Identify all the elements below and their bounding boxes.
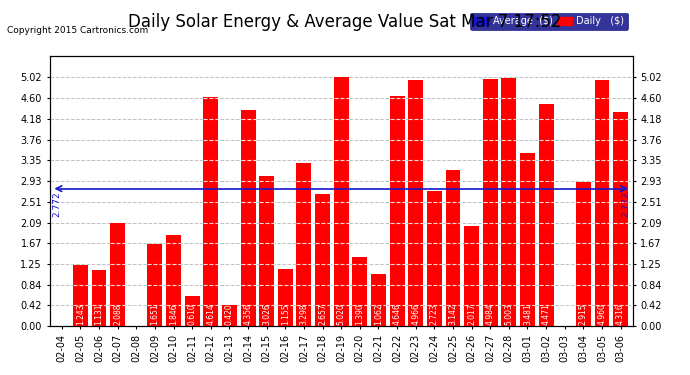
Text: 4.614: 4.614 xyxy=(206,303,215,325)
Text: 0.610: 0.610 xyxy=(188,303,197,325)
Text: 2.088: 2.088 xyxy=(113,304,122,325)
Text: 0.420: 0.420 xyxy=(225,303,234,325)
Bar xyxy=(371,273,386,326)
Text: 2.772: 2.772 xyxy=(621,191,630,217)
Text: 1.846: 1.846 xyxy=(169,304,178,325)
Bar xyxy=(259,176,274,326)
Text: 3.298: 3.298 xyxy=(299,304,308,325)
Bar xyxy=(390,96,404,326)
Bar xyxy=(110,223,125,326)
Text: 4.960: 4.960 xyxy=(598,303,607,325)
Text: Copyright 2015 Cartronics.com: Copyright 2015 Cartronics.com xyxy=(7,26,148,35)
Bar xyxy=(539,104,553,326)
Bar xyxy=(353,257,367,326)
Bar xyxy=(502,78,516,326)
Bar xyxy=(148,244,162,326)
Bar xyxy=(222,305,237,326)
Bar xyxy=(427,191,442,326)
Bar xyxy=(92,270,106,326)
Bar xyxy=(576,182,591,326)
Text: Daily Solar Energy & Average Value Sat Mar 7 17:52: Daily Solar Energy & Average Value Sat M… xyxy=(128,13,562,31)
Text: 1.155: 1.155 xyxy=(281,304,290,325)
Bar xyxy=(613,112,628,326)
Text: 3.142: 3.142 xyxy=(448,304,457,325)
Bar xyxy=(315,194,330,326)
Text: 2.657: 2.657 xyxy=(318,303,327,325)
Bar xyxy=(297,163,311,326)
Text: 4.356: 4.356 xyxy=(244,303,253,325)
Bar xyxy=(334,77,348,326)
Bar xyxy=(483,79,497,326)
Text: 0.000: 0.000 xyxy=(560,303,569,325)
Text: 2.017: 2.017 xyxy=(467,304,476,325)
Bar xyxy=(446,170,460,326)
Bar xyxy=(408,80,423,326)
Bar xyxy=(595,80,609,326)
Text: 0.000: 0.000 xyxy=(132,303,141,325)
Text: 4.984: 4.984 xyxy=(486,303,495,325)
Text: 1.243: 1.243 xyxy=(76,304,85,325)
Text: 5.003: 5.003 xyxy=(504,303,513,325)
Text: 1.131: 1.131 xyxy=(95,304,103,325)
Text: 1.062: 1.062 xyxy=(374,304,383,325)
Legend: Average  ($), Daily   ($): Average ($), Daily ($) xyxy=(471,12,628,30)
Bar xyxy=(278,269,293,326)
Bar xyxy=(204,97,218,326)
Text: 3.026: 3.026 xyxy=(262,303,271,325)
Text: 0.000: 0.000 xyxy=(57,303,66,325)
Text: 4.646: 4.646 xyxy=(393,303,402,325)
Bar xyxy=(73,264,88,326)
Text: 5.020: 5.020 xyxy=(337,303,346,325)
Text: 2.772: 2.772 xyxy=(52,191,61,217)
Text: 1.390: 1.390 xyxy=(355,303,364,325)
Bar xyxy=(166,235,181,326)
Text: 4.471: 4.471 xyxy=(542,303,551,325)
Text: 2.915: 2.915 xyxy=(579,304,588,325)
Bar xyxy=(520,153,535,326)
Text: 4.316: 4.316 xyxy=(616,303,625,325)
Bar xyxy=(185,296,199,326)
Text: 4.966: 4.966 xyxy=(411,303,420,325)
Text: 3.481: 3.481 xyxy=(523,304,532,325)
Bar xyxy=(464,226,479,326)
Text: 1.651: 1.651 xyxy=(150,304,159,325)
Bar xyxy=(241,110,255,326)
Text: 2.723: 2.723 xyxy=(430,304,439,325)
